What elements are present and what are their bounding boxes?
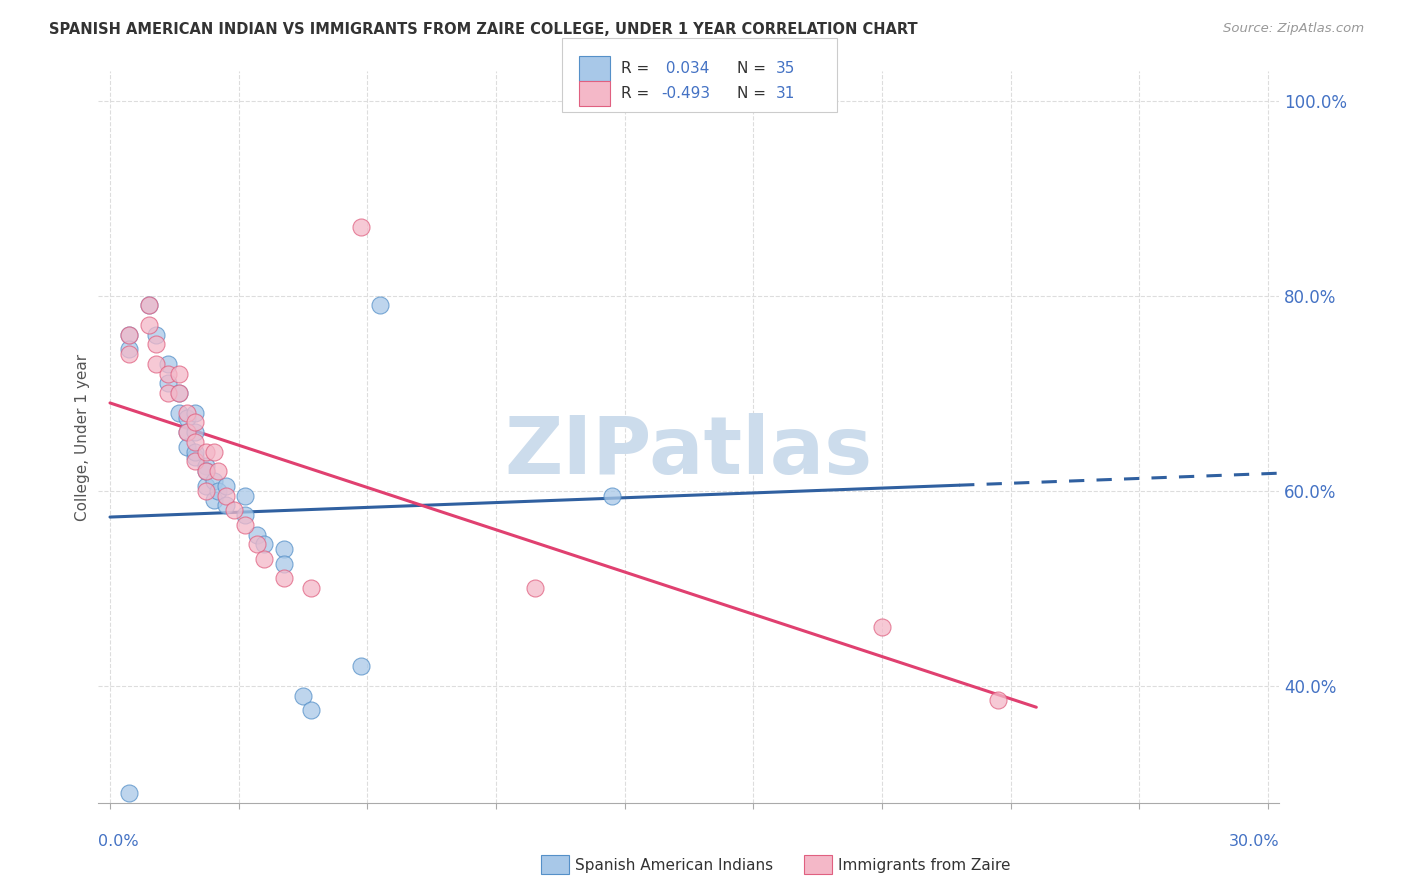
Text: N =: N =: [737, 62, 770, 76]
Point: [118, 327, 141, 342]
Point: [233, 517, 256, 532]
Point: [184, 444, 207, 458]
Text: R =: R =: [621, 62, 655, 76]
Text: 35: 35: [776, 62, 796, 76]
Point: [350, 220, 373, 235]
Point: [207, 483, 229, 498]
Point: [195, 483, 218, 498]
Point: [118, 343, 141, 357]
Point: [169, 386, 191, 401]
Point: [184, 416, 207, 430]
Point: [195, 459, 218, 474]
Point: [184, 454, 207, 468]
Point: [368, 298, 391, 312]
Text: Spanish American Indians: Spanish American Indians: [575, 858, 773, 872]
Point: [202, 493, 225, 508]
Text: 30.0%: 30.0%: [1229, 834, 1279, 849]
Point: [253, 552, 276, 566]
Point: [299, 703, 322, 717]
Point: [176, 425, 198, 440]
Point: [523, 581, 546, 595]
Point: [870, 620, 893, 634]
Point: [156, 367, 179, 381]
Point: [195, 479, 218, 493]
Point: [169, 367, 191, 381]
Point: [176, 410, 198, 425]
Point: [156, 386, 179, 401]
Point: [184, 434, 207, 449]
Point: [273, 572, 295, 586]
Point: [233, 508, 256, 522]
Text: -0.493: -0.493: [661, 87, 710, 101]
Point: [145, 337, 167, 351]
Point: [184, 406, 207, 420]
Point: [291, 689, 314, 703]
Point: [138, 318, 160, 332]
Point: [195, 444, 218, 458]
Text: Immigrants from Zaire: Immigrants from Zaire: [838, 858, 1011, 872]
Point: [176, 406, 198, 420]
Point: [222, 503, 245, 517]
Point: [138, 298, 160, 312]
Point: [246, 537, 269, 551]
Point: [169, 406, 191, 420]
Point: [145, 357, 167, 371]
Point: [138, 298, 160, 312]
Point: [207, 464, 229, 478]
Point: [273, 557, 295, 571]
Text: 0.0%: 0.0%: [98, 834, 139, 849]
Point: [350, 659, 373, 673]
Point: [195, 464, 218, 478]
Point: [202, 474, 225, 488]
Text: SPANISH AMERICAN INDIAN VS IMMIGRANTS FROM ZAIRE COLLEGE, UNDER 1 YEAR CORRELATI: SPANISH AMERICAN INDIAN VS IMMIGRANTS FR…: [49, 22, 918, 37]
Point: [253, 537, 276, 551]
Text: 31: 31: [776, 87, 796, 101]
Text: R =: R =: [621, 87, 655, 101]
Point: [215, 499, 238, 513]
Point: [184, 425, 207, 440]
Point: [145, 327, 167, 342]
Point: [176, 425, 198, 440]
Point: [202, 444, 225, 458]
Text: N =: N =: [737, 87, 770, 101]
Point: [215, 489, 238, 503]
Point: [273, 542, 295, 557]
Point: [246, 527, 269, 541]
Point: [156, 357, 179, 371]
Point: [118, 347, 141, 361]
Text: ZIPatlas: ZIPatlas: [505, 413, 873, 491]
Point: [184, 450, 207, 464]
Text: 0.034: 0.034: [661, 62, 709, 76]
Y-axis label: College, Under 1 year: College, Under 1 year: [75, 353, 90, 521]
Text: Source: ZipAtlas.com: Source: ZipAtlas.com: [1223, 22, 1364, 36]
Point: [176, 440, 198, 454]
Point: [299, 581, 322, 595]
Point: [600, 489, 623, 503]
Point: [195, 464, 218, 478]
Point: [156, 376, 179, 391]
Point: [987, 693, 1010, 707]
Point: [169, 386, 191, 401]
Point: [233, 489, 256, 503]
Point: [215, 479, 238, 493]
Point: [118, 786, 141, 800]
Point: [118, 327, 141, 342]
